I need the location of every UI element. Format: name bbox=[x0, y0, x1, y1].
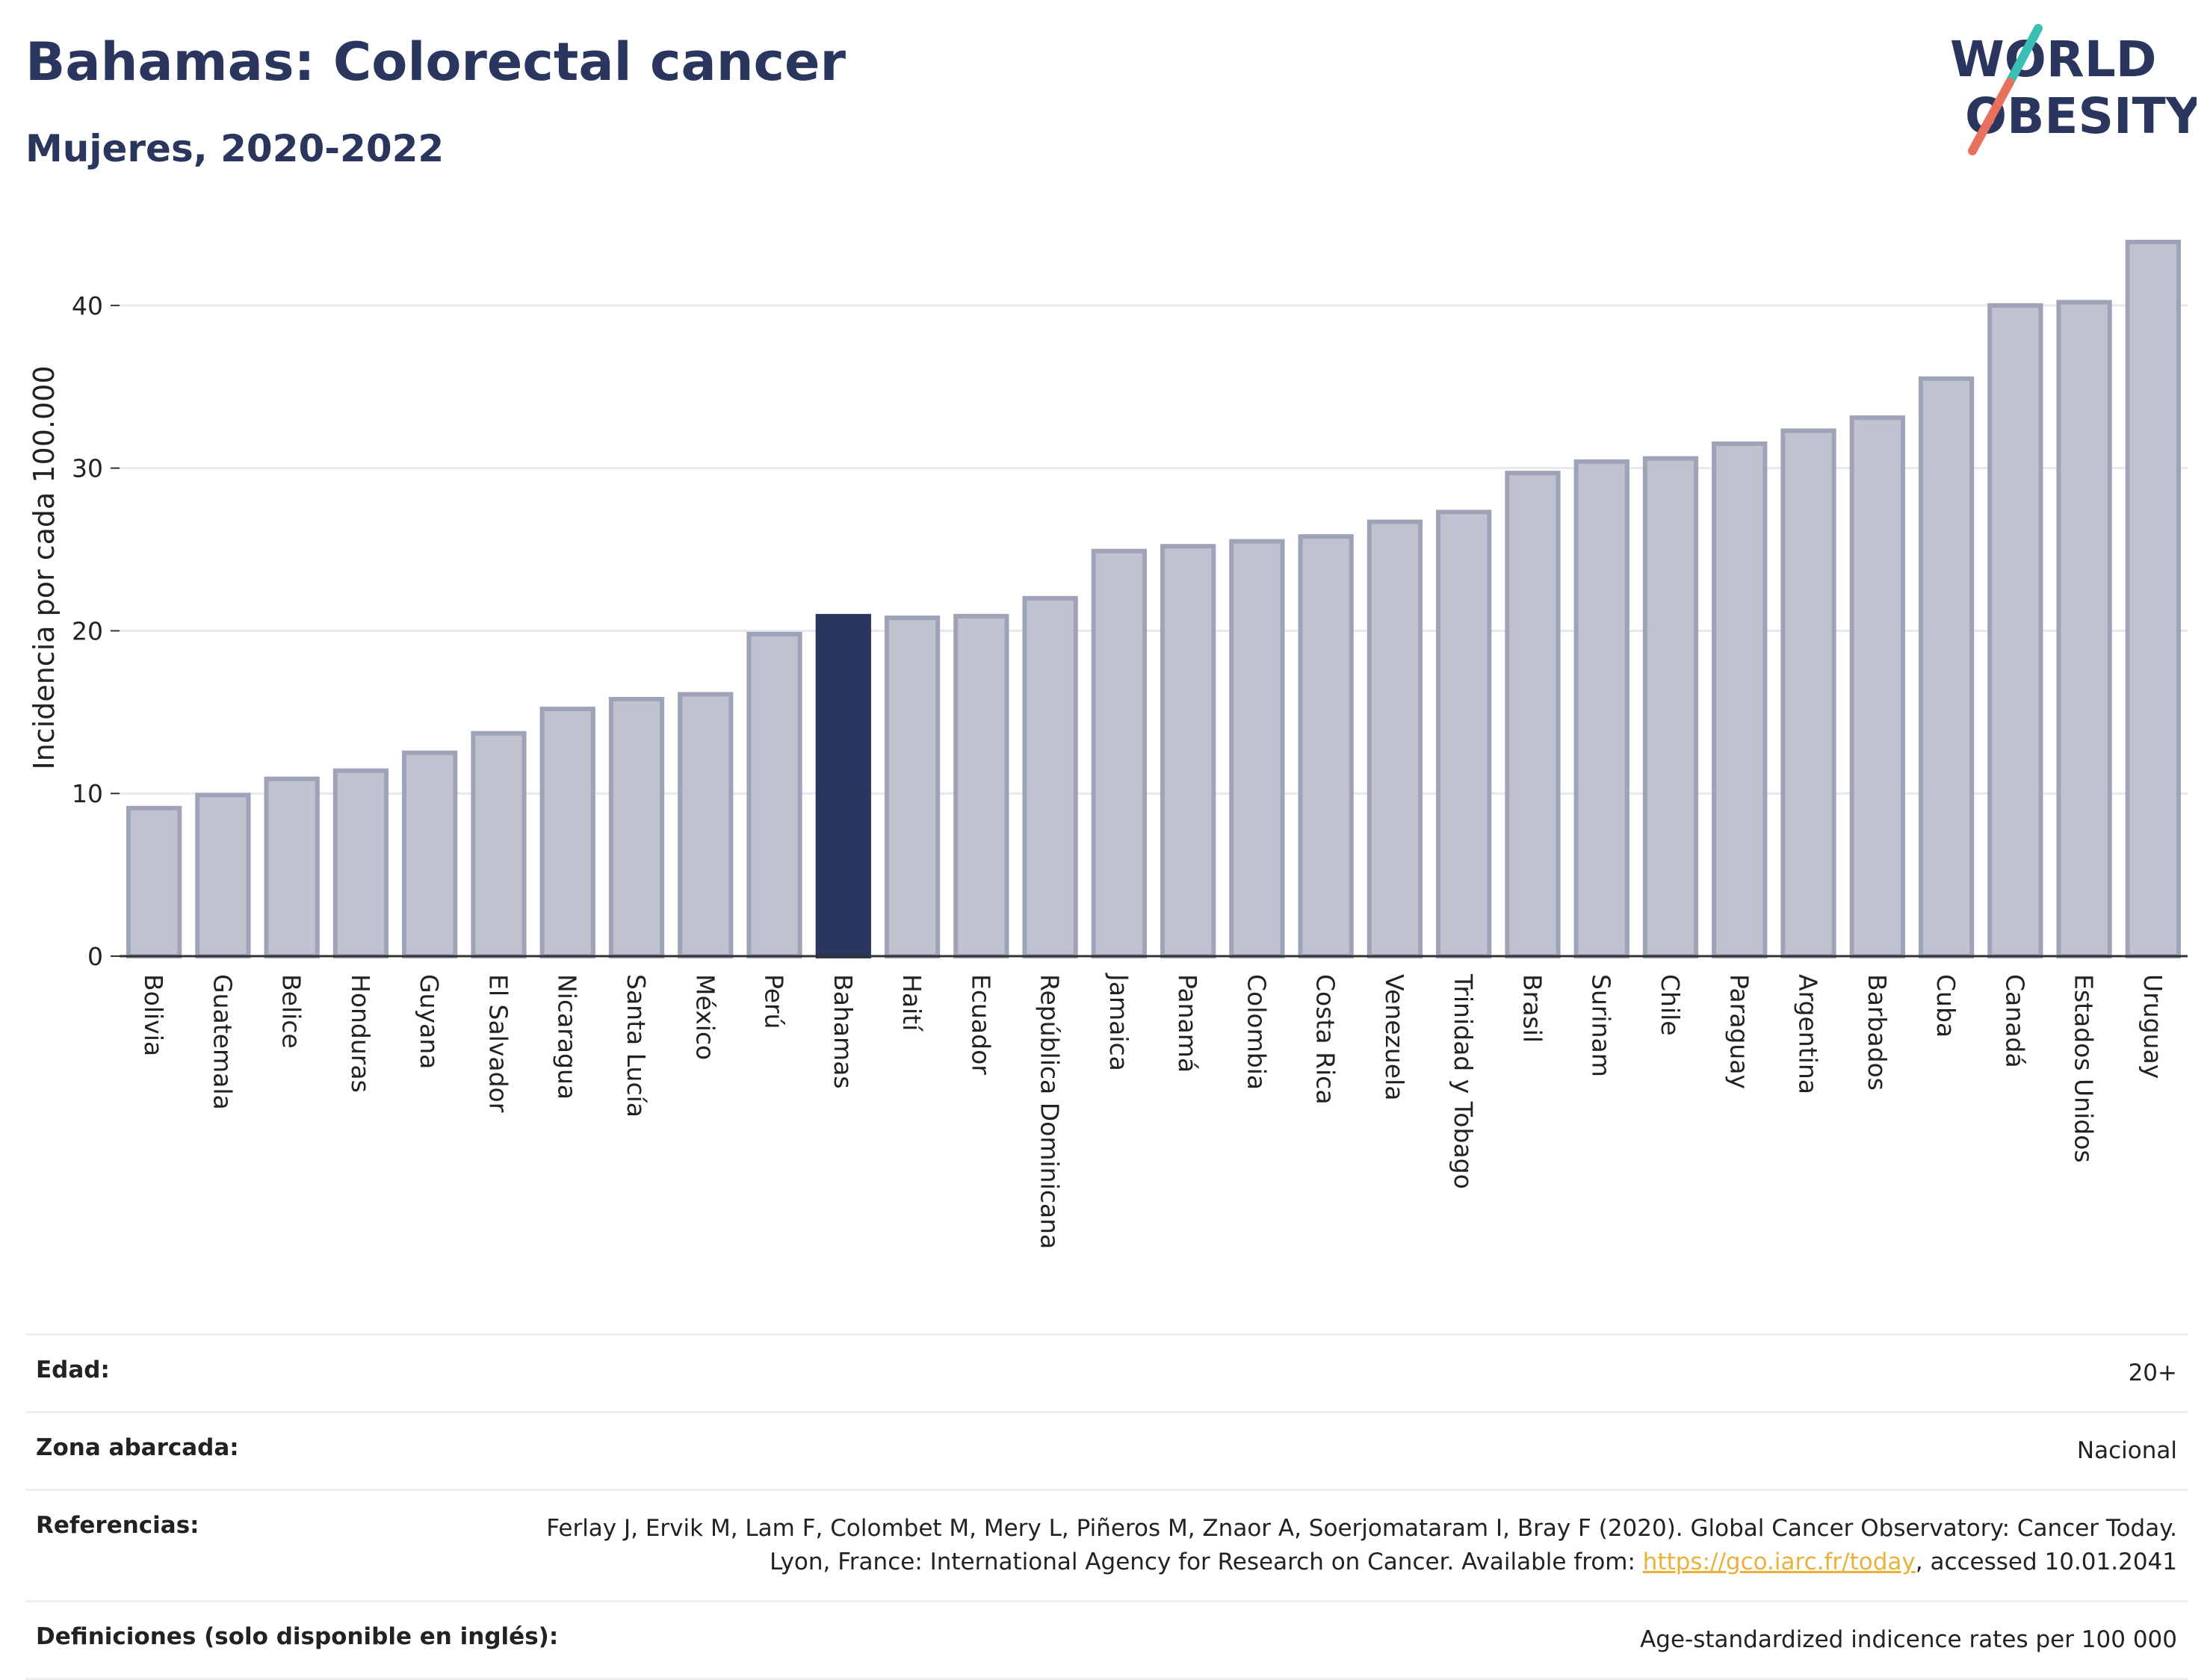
bar-chart: 0 10 20 30 40 Bolivia Guatemala Belice Honduras G… bbox=[28, 239, 2188, 1249]
reference-text: Ferlay J, Ervik M, Lam F, Colombet M, Me… bbox=[546, 1514, 2177, 1575]
bar-honduras bbox=[332, 768, 389, 958]
bar-belice bbox=[264, 776, 320, 958]
y-axis-label: Incidencia por cada 100.000 bbox=[28, 365, 61, 769]
x-tick-label: Ecuador bbox=[966, 974, 995, 1075]
x-tick-label: Panamá bbox=[1173, 974, 1202, 1073]
x-tick-label: Santa Lucía bbox=[622, 974, 651, 1118]
bar-estados-unidos bbox=[2056, 300, 2112, 958]
x-tick-label: Perú bbox=[760, 974, 789, 1029]
bar-uruguay bbox=[2125, 239, 2182, 958]
x-tick-label: Honduras bbox=[346, 974, 375, 1093]
info-value: Nacional bbox=[2076, 1436, 2177, 1464]
bar-costa-rica bbox=[1298, 534, 1354, 958]
x-tick-label: Bolivia bbox=[139, 974, 168, 1056]
bar-haití bbox=[884, 616, 941, 958]
bar-santa-lucía bbox=[608, 696, 665, 959]
x-tick-label: Cuba bbox=[1931, 974, 1960, 1038]
x-tick-label: México bbox=[690, 974, 719, 1060]
logo-slash-coral bbox=[1968, 78, 2014, 155]
x-tick-label: Venezuela bbox=[1380, 974, 1409, 1100]
bar-venezuela bbox=[1366, 519, 1423, 958]
bar-argentina bbox=[1780, 428, 1836, 958]
world-obesity-logo: WORLD OBESITY bbox=[1950, 24, 2197, 155]
x-tick-label: Belice bbox=[277, 974, 306, 1049]
bar-guatemala bbox=[195, 793, 251, 959]
bar-trinidad-y-tobago bbox=[1436, 509, 1492, 958]
x-tick-label: Nicaragua bbox=[553, 974, 582, 1100]
bar-cuba bbox=[1918, 376, 1975, 958]
y-tick-label: 40 bbox=[72, 291, 103, 320]
bar-guyana bbox=[402, 750, 458, 958]
bar-canadá bbox=[1987, 303, 2043, 958]
x-tick-label: Jamaica bbox=[1104, 973, 1133, 1071]
y-tick-label: 10 bbox=[72, 779, 103, 808]
bar-barbados bbox=[1849, 415, 1905, 958]
y-tick-label: 0 bbox=[87, 942, 103, 971]
x-tick-label: Haití bbox=[897, 974, 926, 1032]
info-value: 20+ bbox=[2128, 1360, 2177, 1386]
y-tick-label: 30 bbox=[72, 454, 103, 483]
info-key: Edad: bbox=[36, 1357, 110, 1383]
bar-paraguay bbox=[1712, 441, 1768, 958]
bar-surinam bbox=[1573, 459, 1629, 958]
info-row-age: Edad: 20+ bbox=[25, 1333, 2188, 1411]
x-tick-label: Colombia bbox=[1242, 974, 1271, 1090]
page-title: Bahamas: Colorectal cancer bbox=[25, 31, 846, 93]
x-tick-label: Surinam bbox=[1587, 974, 1616, 1077]
x-tick-label: Barbados bbox=[1863, 974, 1892, 1091]
bar-jamaica bbox=[1091, 548, 1148, 958]
bar-chile bbox=[1642, 456, 1699, 958]
bar-panamá bbox=[1160, 544, 1216, 958]
bar-méxico bbox=[678, 692, 734, 959]
x-tick-label: Estados Unidos bbox=[2070, 974, 2099, 1163]
grid-lines bbox=[120, 304, 2188, 795]
y-tick-label: 20 bbox=[72, 616, 103, 645]
info-row-definitions: Definiciones (solo disponible en inglés)… bbox=[25, 1599, 2188, 1680]
bar-perú bbox=[746, 631, 802, 958]
info-key: Zona abarcada: bbox=[36, 1433, 239, 1461]
info-row-references: Referencias: Ferlay J, Ervik M, Lam F, C… bbox=[25, 1488, 2188, 1600]
info-table: Edad: 20+ Zona abarcada: Nacional Refere… bbox=[25, 1333, 2188, 1680]
logo-text-world: WORLD bbox=[1950, 31, 2157, 88]
info-row-area: Zona abarcada: Nacional bbox=[25, 1410, 2188, 1489]
bar-ecuador bbox=[953, 613, 1009, 958]
reference-accessed: , accessed 10.01.2041 bbox=[1915, 1548, 2177, 1575]
x-tick-label: Chile bbox=[1656, 974, 1685, 1036]
bars bbox=[126, 239, 2182, 959]
x-tick-label: Trinidad y Tobago bbox=[1449, 973, 1478, 1189]
bar-nicaragua bbox=[539, 706, 595, 958]
x-tick-label: Argentina bbox=[1794, 974, 1823, 1094]
x-tick-label: El Salvador bbox=[483, 974, 513, 1113]
bar-colombia bbox=[1229, 539, 1285, 958]
x-tick-label: Bahamas bbox=[829, 974, 858, 1089]
bar-brasil bbox=[1505, 471, 1561, 958]
x-tick-label: Canadá bbox=[2000, 974, 2029, 1068]
labels: 0 10 20 30 40 Bolivia Guatemala Belice Honduras G… bbox=[28, 291, 2167, 1249]
reference-link[interactable]: https://gco.iarc.fr/today bbox=[1642, 1548, 1916, 1575]
bar-el-salvador bbox=[471, 731, 527, 959]
x-tick-label: Costa Rica bbox=[1311, 974, 1340, 1105]
logo-slash-teal bbox=[2005, 24, 2043, 87]
info-key: Referencias: bbox=[36, 1511, 199, 1539]
x-tick-label: Paraguay bbox=[1724, 974, 1754, 1089]
x-tick-label: Uruguay bbox=[2138, 974, 2167, 1079]
x-tick-label: República Dominicana bbox=[1036, 974, 1065, 1249]
x-tick-label: Guatemala bbox=[208, 974, 237, 1110]
bar-bolivia bbox=[126, 805, 182, 959]
info-key: Definiciones (solo disponible en inglés)… bbox=[36, 1622, 559, 1650]
x-tick-label: Guyana bbox=[415, 974, 444, 1069]
bar-república-dominicana bbox=[1022, 595, 1078, 959]
axes bbox=[111, 304, 2188, 958]
bar-bahamas bbox=[815, 613, 871, 958]
info-value: Age-standardized indicence rates per 100… bbox=[1640, 1625, 2177, 1653]
x-tick-label: Brasil bbox=[1517, 974, 1547, 1043]
page-subtitle: Mujeres, 2020-2022 bbox=[25, 127, 445, 170]
info-value: Ferlay J, Ervik M, Lam F, Colombet M, Me… bbox=[533, 1512, 2177, 1579]
